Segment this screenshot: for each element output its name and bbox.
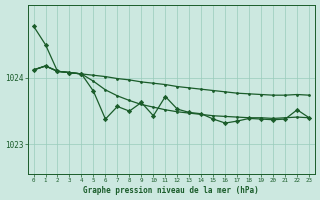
X-axis label: Graphe pression niveau de la mer (hPa): Graphe pression niveau de la mer (hPa) bbox=[84, 186, 259, 195]
